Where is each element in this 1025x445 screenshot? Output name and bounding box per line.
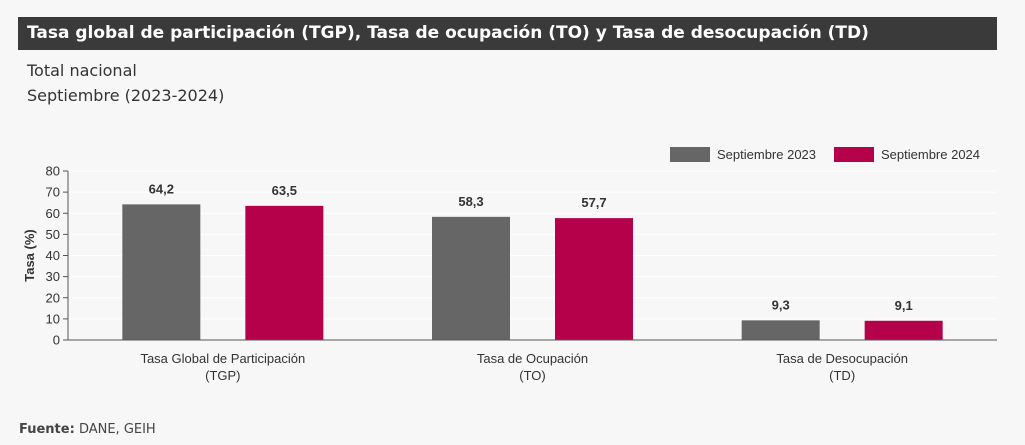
- data-label: 58,3: [458, 194, 483, 209]
- bar: [741, 320, 820, 340]
- data-label: 9,1: [895, 298, 913, 313]
- data-label: 64,2: [149, 181, 174, 196]
- y-tick-label: 50: [46, 227, 60, 242]
- chart-title: Tasa global de participación (TGP), Tasa…: [18, 17, 997, 50]
- chart-subtitle-scope: Total nacional: [27, 61, 137, 80]
- data-label: 57,7: [581, 195, 606, 210]
- x-category-label: (TO): [519, 368, 545, 383]
- bar: [864, 320, 943, 340]
- bar: [555, 218, 633, 340]
- x-category-label: Tasa Global de Participación: [140, 351, 305, 366]
- y-tick-label: 40: [46, 248, 60, 263]
- y-tick-label: 30: [46, 269, 60, 284]
- chart-subtitle-period: Septiembre (2023-2024): [27, 86, 225, 105]
- source-label: Fuente:: [19, 422, 75, 437]
- data-label: 63,5: [272, 183, 297, 198]
- bar: [432, 216, 510, 340]
- bar: [245, 205, 324, 340]
- legend-swatch: [834, 147, 874, 162]
- legend-swatch: [670, 147, 710, 162]
- x-category-label: Tasa de Desocupación: [776, 351, 908, 366]
- x-category-label: (TGP): [205, 368, 240, 383]
- bar: [122, 204, 201, 340]
- source-value: DANE, GEIH: [78, 422, 156, 437]
- y-tick-label: 10: [46, 311, 60, 326]
- legend-label: Septiembre 2023: [717, 147, 816, 162]
- y-tick-label: 20: [46, 290, 60, 305]
- source-note: Fuente: DANE, GEIH: [19, 422, 156, 437]
- x-category-label: (TD): [829, 368, 855, 383]
- y-tick-label: 70: [46, 185, 60, 200]
- legend-label: Septiembre 2024: [881, 147, 980, 162]
- y-tick-label: 80: [46, 164, 60, 179]
- data-label: 9,3: [772, 297, 790, 312]
- y-tick-label: 60: [46, 206, 60, 221]
- x-category-label: Tasa de Ocupación: [477, 351, 588, 366]
- y-axis-title: Tasa (%): [22, 229, 37, 282]
- y-tick-label: 0: [53, 333, 60, 348]
